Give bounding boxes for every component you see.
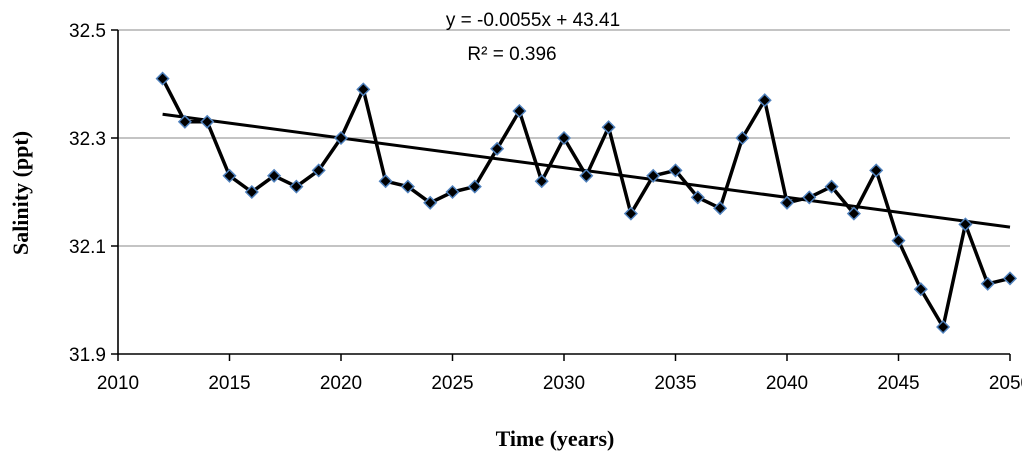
data-point-marker	[735, 130, 750, 146]
series-line	[161, 77, 1011, 329]
x-tick-label: 2050	[989, 373, 1022, 394]
data-point-marker	[757, 93, 772, 108]
data-point-marker	[980, 276, 995, 291]
data-point-marker	[267, 168, 282, 183]
data-point-marker	[936, 319, 951, 335]
y-tick-labels: 31.9 32.1 32.3 32.5	[69, 21, 106, 366]
data-point-marker	[177, 114, 192, 129]
data-point-marker	[779, 195, 795, 210]
y-tick-label: 32.1	[69, 237, 106, 258]
data-point-marker	[445, 184, 460, 200]
data-point-marker	[155, 71, 170, 86]
x-axis-title: Time (years)	[496, 426, 615, 451]
x-tick-label: 2015	[208, 373, 250, 394]
data-point-marker	[356, 82, 371, 97]
data-point-marker	[423, 195, 438, 210]
axes	[111, 29, 1011, 361]
data-point-marker	[824, 179, 839, 194]
y-tick-label: 31.9	[69, 345, 106, 366]
data-point-marker	[378, 174, 393, 189]
data-point-marker	[802, 190, 817, 205]
data-point-marker	[200, 114, 215, 129]
data-point-marker	[490, 141, 505, 156]
data-point-marker	[512, 103, 527, 119]
y-axis-title: Salinity (ppt)	[8, 131, 33, 255]
data-point-marker	[400, 179, 415, 194]
data-point-marker	[534, 174, 549, 189]
data-point-marker	[646, 168, 661, 183]
data-point-marker	[244, 184, 259, 200]
series-group	[161, 77, 1011, 329]
x-tick-label: 2035	[654, 373, 696, 394]
x-tick-label: 2030	[543, 373, 585, 394]
data-point-marker	[891, 233, 906, 248]
data-point-marker	[690, 190, 705, 205]
x-tick-labels: 2010 2015 2020 2025 2030 2035 2040 2045 2050	[97, 373, 1022, 394]
data-point-marker	[623, 206, 638, 221]
data-point-marker	[467, 179, 482, 194]
x-tick-label: 2010	[97, 373, 139, 394]
y-tick-label: 32.5	[69, 21, 106, 42]
data-point-marker	[713, 201, 728, 216]
data-point-marker	[556, 130, 572, 146]
data-point-marker	[311, 163, 326, 178]
data-point-marker	[668, 163, 683, 178]
data-point-marker	[913, 282, 928, 297]
x-tick-label: 2025	[431, 373, 473, 394]
x-tick-label: 2020	[320, 373, 362, 394]
data-point-marker	[601, 120, 616, 135]
trendline-r-squared: R² = 0.396	[467, 44, 556, 65]
data-point-marker	[958, 217, 973, 232]
data-point-marker	[333, 130, 349, 146]
data-point-marker	[289, 179, 304, 194]
data-point-marker	[869, 163, 884, 178]
x-tick-label: 2040	[766, 373, 808, 394]
data-point-marker	[846, 206, 861, 221]
x-tick-label: 2045	[877, 373, 919, 394]
data-point-marker	[579, 168, 594, 183]
y-tick-label: 32.3	[69, 129, 106, 150]
trendline-equation: y = -0.0055x + 43.41	[446, 10, 620, 31]
markers-group	[155, 71, 1018, 335]
data-point-marker	[222, 168, 237, 183]
data-point-marker	[1002, 271, 1018, 286]
